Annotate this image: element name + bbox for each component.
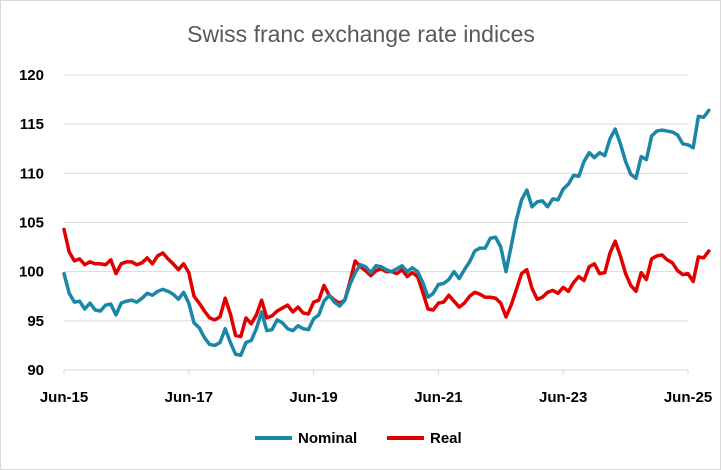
y-tick-label: 115: [20, 116, 44, 133]
x-tick-label: Jun-25: [664, 389, 712, 406]
x-tick-label: Jun-23: [539, 389, 587, 406]
series-lines: [62, 108, 711, 357]
legend-label-nominal: Nominal: [298, 430, 357, 447]
y-tick-label: 90: [27, 362, 44, 379]
chart-title: Swiss franc exchange rate indices: [187, 21, 535, 47]
y-tick-label: 105: [19, 215, 44, 232]
x-tick-label: Jun-21: [414, 389, 462, 406]
series-line-nominal: [62, 108, 711, 357]
x-axis-ticks: Jun-15 Jun-17 Jun-19 Jun-21 Jun-23 Jun-25: [40, 370, 712, 406]
series-line-real: [62, 227, 711, 339]
x-tick-label: Jun-19: [289, 389, 337, 406]
y-tick-label: 110: [20, 165, 44, 182]
x-tick-label: Jun-17: [165, 389, 213, 406]
y-tick-label: 95: [27, 313, 44, 330]
gridlines: [64, 74, 688, 322]
legend-label-real: Real: [430, 430, 462, 447]
legend: Nominal Real: [255, 430, 462, 447]
x-tick-label: Jun-15: [40, 389, 88, 406]
y-tick-label: 100: [19, 264, 44, 281]
y-axis-ticks: 90 95 100 105 110 115 120: [19, 67, 44, 379]
y-tick-label: 120: [19, 67, 44, 84]
